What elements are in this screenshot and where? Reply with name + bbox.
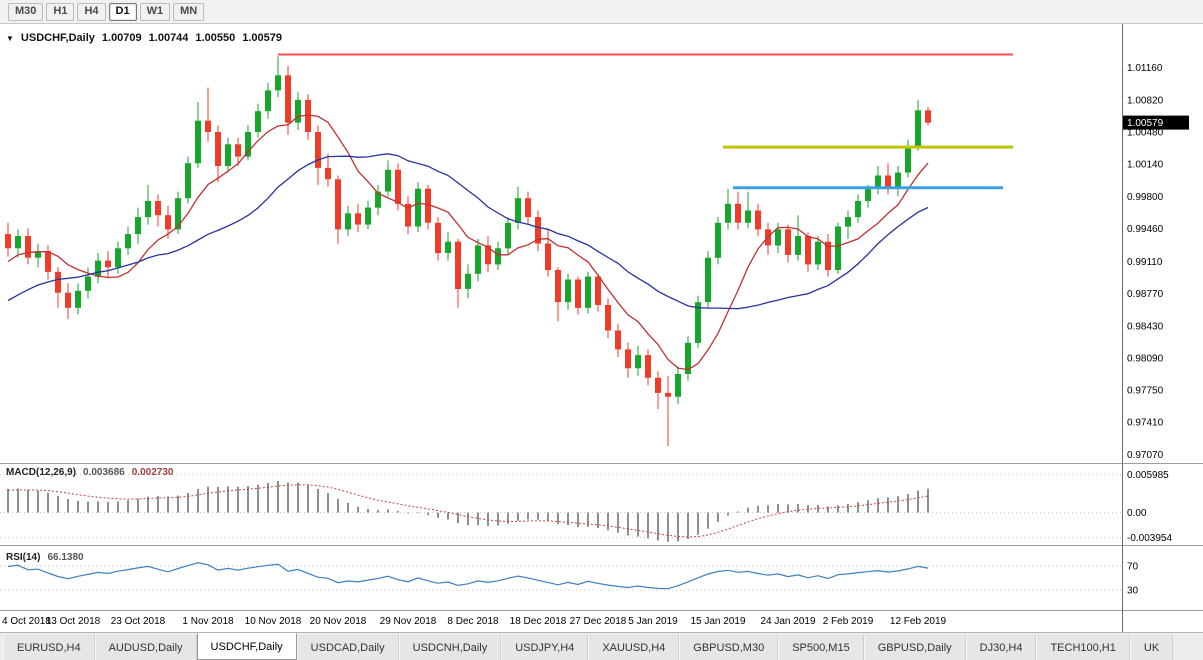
svg-text:1.01160: 1.01160 — [1127, 63, 1163, 74]
tab-audusd-daily[interactable]: AUDUSD,Daily — [94, 635, 197, 660]
chart-tab-bar: EURUSD,H4 AUDUSD,Daily USDCHF,Daily USDC… — [0, 632, 1203, 660]
macd-name: MACD(12,26,9) — [6, 467, 77, 478]
tab-dj30-h4[interactable]: DJ30,H4 — [965, 635, 1037, 660]
svg-text:0.98770: 0.98770 — [1127, 289, 1164, 300]
tab-usdcad-daily[interactable]: USDCAD,Daily — [296, 635, 399, 660]
svg-text:18 Dec 2018: 18 Dec 2018 — [510, 616, 567, 627]
tab-xauusd-h4[interactable]: XAUUSD,H4 — [588, 635, 680, 660]
ohlc-high: 1.00744 — [148, 32, 189, 44]
rsi-value: 66.1380 — [47, 552, 84, 563]
ma-fast-line — [7, 114, 929, 371]
tab-usdjpy-h4[interactable]: USDJPY,H4 — [501, 635, 589, 660]
timeframe-button-d1[interactable]: D1 — [108, 2, 137, 21]
svg-text:70: 70 — [1127, 562, 1139, 573]
svg-text:1 Nov 2018: 1 Nov 2018 — [182, 616, 234, 627]
svg-text:13 Oct 2018: 13 Oct 2018 — [46, 616, 101, 627]
svg-text:0.97750: 0.97750 — [1127, 386, 1164, 397]
price-scale[interactable]: 1.01160 1.00820 1.00480 1.00140 0.99800 0.994… — [1127, 63, 1172, 596]
tab-uk100[interactable]: UK — [1129, 635, 1174, 660]
tab-sp500-m15[interactable]: SP500,M15 — [778, 635, 864, 660]
rsi-indicator-label: RSI(14) 66.1380 — [6, 552, 84, 563]
macd-signal-line — [7, 484, 929, 538]
svg-text:0.00: 0.00 — [1127, 508, 1147, 519]
rsi-name: RSI(14) — [6, 552, 41, 563]
tab-tech100-h1[interactable]: TECH100,H1 — [1036, 635, 1130, 660]
svg-text:12 Feb 2019: 12 Feb 2019 — [890, 616, 947, 627]
tab-gbpusd-daily[interactable]: GBPUSD,Daily — [863, 635, 966, 660]
ma-slow-line — [7, 153, 929, 310]
svg-text:0.97070: 0.97070 — [1127, 450, 1164, 461]
macd-indicator-label: MACD(12,26,9) 0.003686 0.002730 — [6, 467, 173, 478]
svg-text:0.98430: 0.98430 — [1127, 321, 1164, 332]
ohlc-open: 1.00709 — [101, 32, 142, 44]
svg-text:1.00140: 1.00140 — [1127, 160, 1164, 171]
svg-text:0.99800: 0.99800 — [1127, 192, 1164, 203]
svg-text:1.00820: 1.00820 — [1127, 95, 1164, 106]
chart-title: ▼ USDCHF,Daily 1.00709 1.00744 1.00550 1… — [6, 32, 282, 44]
macd-signal-value: 0.002730 — [131, 467, 174, 478]
svg-text:30: 30 — [1127, 586, 1139, 597]
ohlc-low: 1.00550 — [195, 32, 236, 44]
tab-usdchf-daily[interactable]: USDCHF,Daily — [196, 633, 297, 660]
current-price-tag — [1123, 115, 1189, 130]
svg-text:2 Feb 2019: 2 Feb 2019 — [823, 616, 874, 627]
tab-gbpusd-m30[interactable]: GBPUSD,M30 — [679, 635, 779, 660]
tab-eurusd-h4[interactable]: EURUSD,H4 — [3, 635, 95, 660]
macd-histogram — [7, 481, 929, 542]
svg-text:0.98090: 0.98090 — [1127, 353, 1164, 364]
candles-layer — [5, 56, 931, 446]
svg-text:15 Jan 2019: 15 Jan 2019 — [690, 616, 745, 627]
svg-text:0.97410: 0.97410 — [1127, 418, 1164, 429]
svg-text:20 Nov 2018: 20 Nov 2018 — [310, 616, 367, 627]
svg-text:10 Nov 2018: 10 Nov 2018 — [245, 616, 302, 627]
svg-text:23 Oct 2018: 23 Oct 2018 — [111, 616, 166, 627]
svg-text:0.99460: 0.99460 — [1127, 224, 1164, 235]
svg-text:0.005985: 0.005985 — [1127, 470, 1169, 481]
timeframe-button-h4[interactable]: H4 — [77, 2, 106, 21]
chart-window: ▼ USDCHF,Daily 1.00709 1.00744 1.00550 1… — [0, 24, 1203, 632]
price-chart-canvas[interactable]: 1.01160 1.00820 1.00480 1.00140 0.99800 0.994… — [0, 24, 1203, 632]
svg-text:8 Dec 2018: 8 Dec 2018 — [447, 616, 499, 627]
tab-usdcnh-daily[interactable]: USDCNH,Daily — [398, 635, 502, 660]
rsi-line — [7, 562, 929, 590]
svg-text:1.00480: 1.00480 — [1127, 128, 1164, 139]
svg-text:0.99110: 0.99110 — [1127, 257, 1163, 268]
svg-text:5 Jan 2019: 5 Jan 2019 — [628, 616, 678, 627]
timeframe-toolbar: M30 H1 H4 D1 W1 MN — [0, 0, 1203, 24]
timeframe-button-mn[interactable]: MN — [173, 2, 205, 21]
svg-text:4 Oct 2018: 4 Oct 2018 — [2, 616, 51, 627]
timeframe-button-m30[interactable]: M30 — [8, 2, 44, 21]
svg-text:24 Jan 2019: 24 Jan 2019 — [760, 616, 815, 627]
timeframe-button-w1[interactable]: W1 — [139, 2, 171, 21]
symbol-dropdown-icon[interactable]: ▼ — [6, 33, 14, 43]
svg-text:27 Dec 2018: 27 Dec 2018 — [570, 616, 627, 627]
macd-value: 0.003686 — [83, 467, 125, 478]
svg-text:-0.003954: -0.003954 — [1127, 533, 1172, 544]
timeframe-button-h1[interactable]: H1 — [46, 2, 75, 21]
chart-symbol-label: USDCHF,Daily — [20, 32, 95, 44]
svg-text:29 Nov 2018: 29 Nov 2018 — [380, 616, 437, 627]
ohlc-close: 1.00579 — [242, 32, 282, 44]
current-price-value: 1.00579 — [1127, 118, 1164, 129]
